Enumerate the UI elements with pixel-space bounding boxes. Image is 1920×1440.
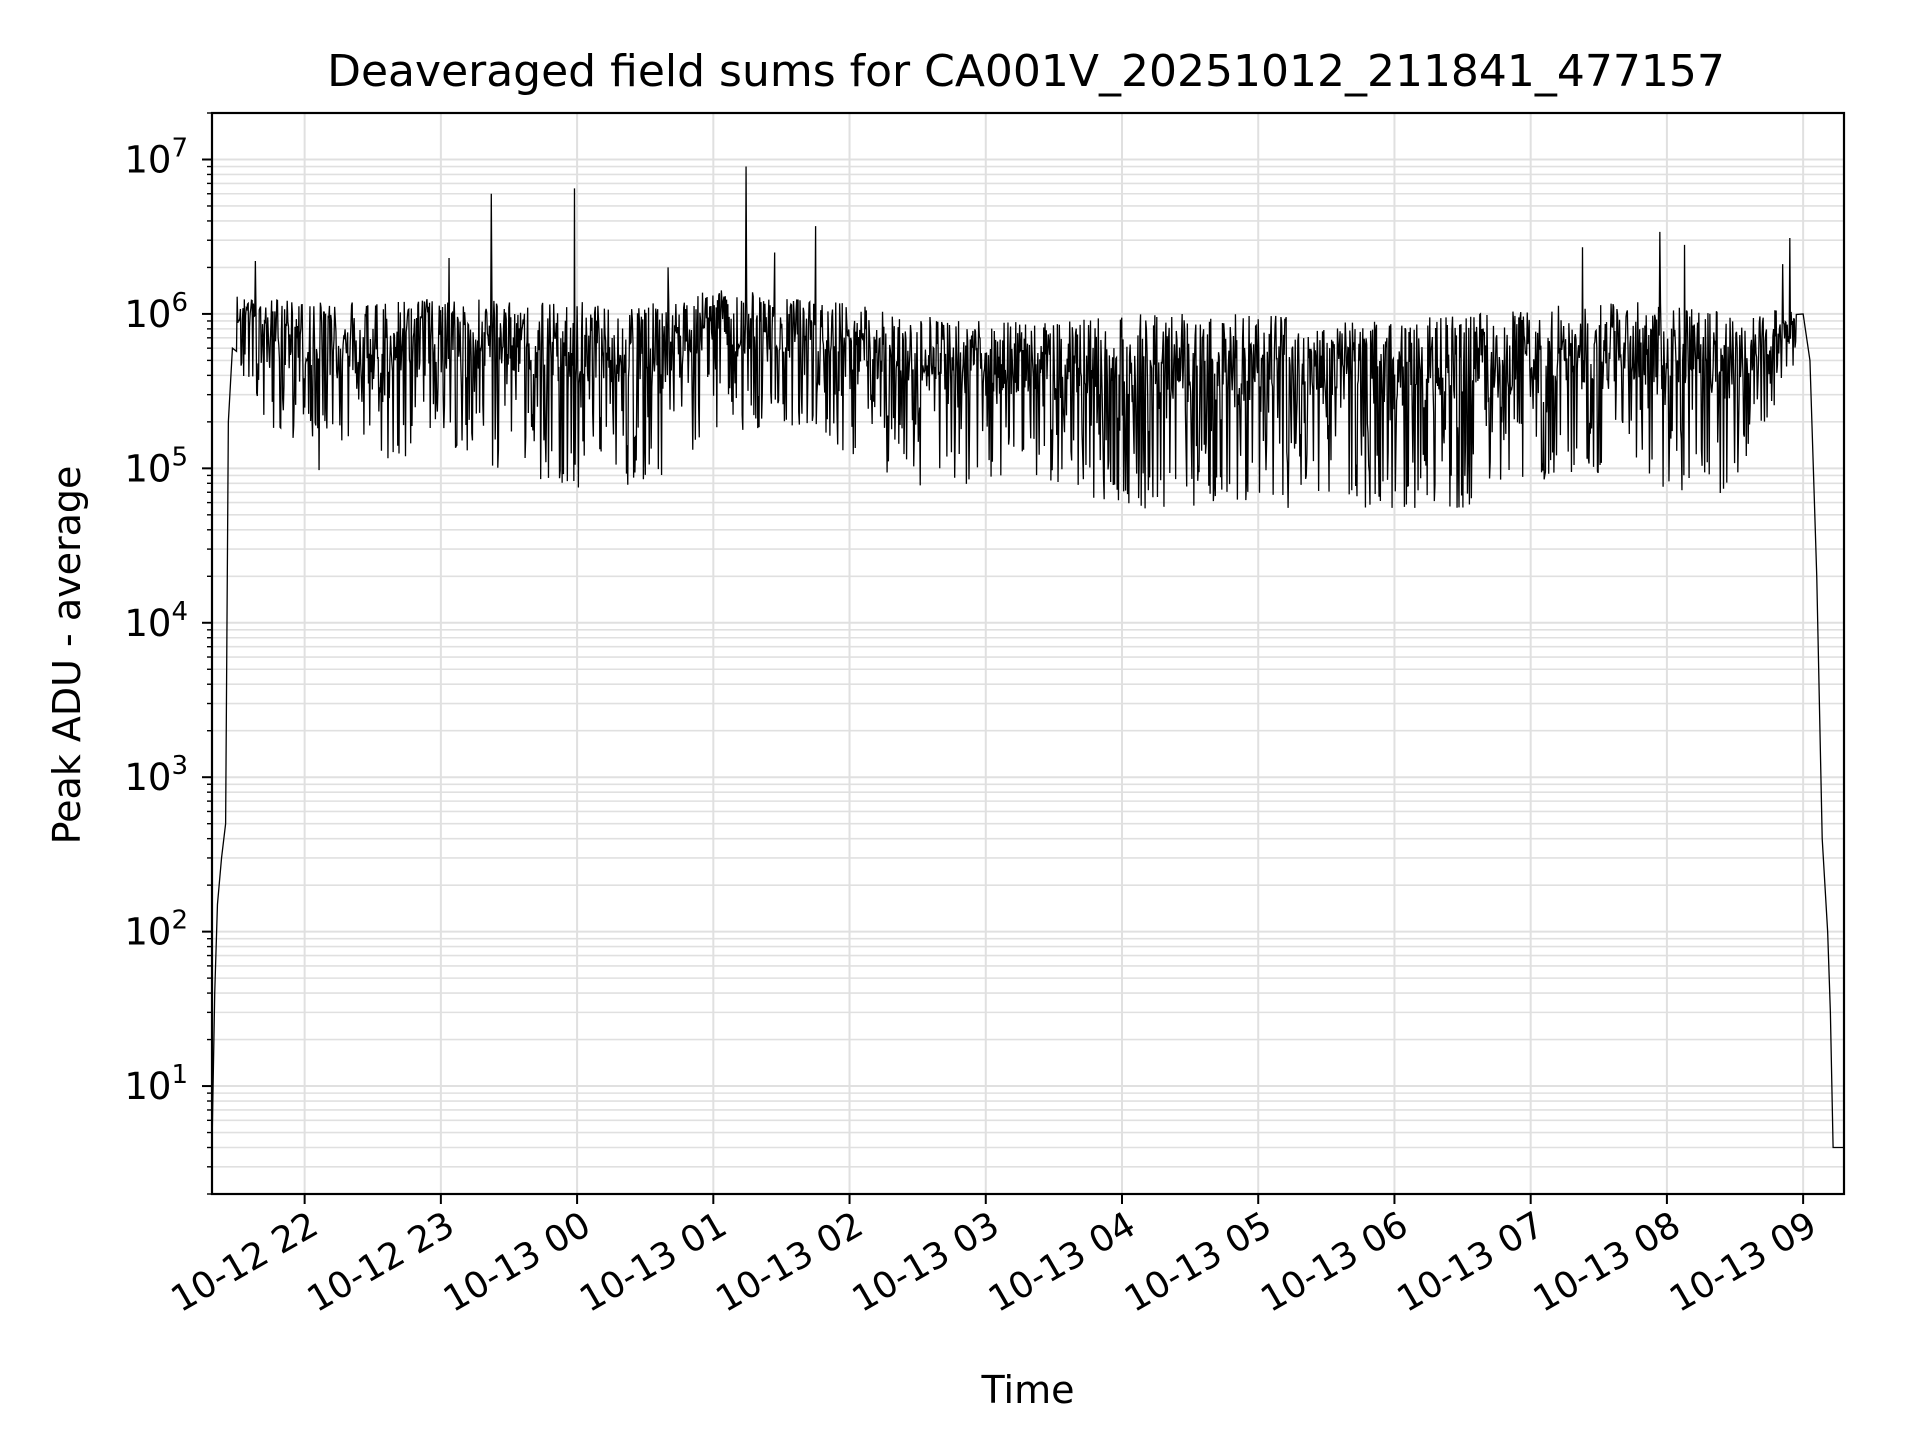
y-tick-label: 101 [124,1060,188,1108]
y-tick-label: 103 [124,751,188,799]
data-series [211,166,1844,1149]
y-tick-label: 105 [124,442,188,490]
y-tick-label: 102 [124,906,188,954]
y-tick-label: 107 [124,133,188,181]
y-axis-label: Peak ADU - average [45,466,89,845]
series-line [211,166,1844,1149]
y-axis: 101 102 103 104 105 106 107 [124,112,212,1195]
y-tick-label: 104 [124,597,188,645]
x-axis-label: Time [981,1368,1075,1412]
grid [212,112,1844,1195]
chart-title: Deaveraged field sums for CA001V_2025101… [327,46,1725,97]
plot-frame [210,111,1846,1196]
y-tick-label: 106 [124,288,188,336]
